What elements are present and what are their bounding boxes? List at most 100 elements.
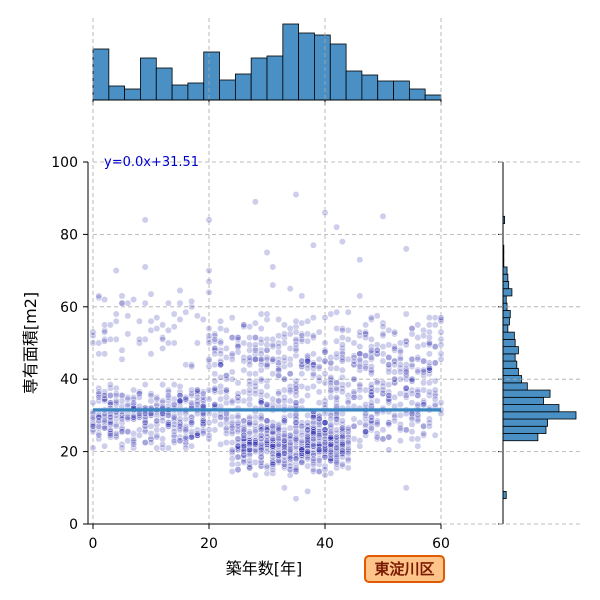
scatter-point: [257, 375, 265, 383]
scatter-point: [408, 375, 416, 383]
right-hist-bar: [502, 433, 539, 442]
scatter-point: [362, 364, 370, 372]
scatter-point: [286, 471, 294, 479]
scatter-point: [344, 399, 352, 407]
scatter-point: [199, 426, 207, 434]
scatter-point: [263, 346, 271, 354]
scatter-point: [246, 346, 254, 354]
scatter-point: [246, 381, 254, 389]
scatter-point: [164, 421, 172, 428]
scatter-point: [344, 449, 352, 457]
scatter-point: [379, 212, 387, 220]
scatter-point: [356, 442, 364, 450]
scatter-point: [396, 401, 404, 408]
top-hist-bar: [282, 23, 300, 101]
right-hist-axis: [498, 161, 504, 525]
scatter-point: [234, 348, 242, 356]
scatter-point: [304, 426, 312, 434]
scatter-point: [338, 424, 346, 432]
scatter-point: [176, 388, 184, 396]
scatter-point: [385, 354, 393, 361]
scatter-point: [321, 209, 329, 217]
scatter-point: [211, 426, 219, 434]
scatter-point: [95, 339, 103, 347]
scatter-point: [344, 355, 352, 363]
scatter-point: [292, 386, 300, 394]
scatter-point: [240, 431, 248, 439]
scatter-point: [321, 426, 329, 434]
scatter-point: [367, 370, 375, 378]
scatter-point: [240, 430, 248, 437]
scatter-point: [309, 413, 317, 421]
scatter-point: [130, 444, 138, 452]
scatter-point: [251, 419, 259, 427]
scatter-point: [292, 455, 300, 463]
scatter-point: [402, 245, 410, 253]
scatter-point: [309, 314, 317, 322]
scatter-point: [344, 424, 352, 432]
scatter-point: [396, 375, 404, 383]
scatter-point: [269, 457, 277, 465]
scatter-point: [228, 424, 236, 432]
scatter-point: [338, 354, 346, 361]
scatter-points: [89, 191, 445, 503]
scatter-point: [234, 393, 242, 401]
scatter-point: [275, 366, 283, 374]
scatter-point: [275, 388, 283, 396]
scatter-point: [240, 426, 248, 434]
y-tick-label: 0: [69, 517, 78, 533]
scatter-point: [89, 413, 97, 421]
scatter-point: [414, 355, 422, 363]
scatter-point: [292, 399, 300, 407]
scatter-point: [222, 399, 230, 407]
scatter-point: [298, 459, 306, 466]
scatter-point: [141, 263, 149, 271]
scatter-point: [425, 314, 433, 322]
scatter-point: [101, 350, 109, 358]
top-hist-bar: [408, 88, 426, 101]
scatter-point: [356, 419, 364, 427]
scatter-point: [205, 363, 213, 370]
scatter-point: [431, 321, 439, 329]
x-tick-label: 20: [200, 536, 218, 552]
scatter-point: [304, 357, 312, 365]
scatter-point: [280, 330, 288, 338]
scatter-point: [228, 446, 236, 454]
scatter-point: [269, 442, 277, 450]
scatter-point: [257, 350, 265, 358]
scatter-point: [338, 366, 346, 374]
scatter-point: [356, 363, 364, 370]
scatter-point: [130, 440, 138, 448]
scatter-point: [379, 319, 387, 327]
scatter-point: [420, 357, 428, 365]
scatter-point: [147, 439, 155, 446]
top-hist-bar: [219, 79, 236, 101]
scatter-point: [379, 343, 387, 351]
scatter-point: [176, 287, 184, 294]
scatter-point: [257, 397, 265, 405]
scatter-point: [420, 341, 428, 349]
scatter-point: [327, 440, 335, 448]
scatter-point: [431, 401, 439, 408]
scatter-point: [298, 382, 306, 390]
scatter-point: [333, 460, 341, 468]
scatter-point: [263, 316, 271, 323]
scatter-point: [350, 375, 358, 383]
scatter-point: [280, 431, 288, 439]
scatter-point: [309, 451, 317, 459]
scatter-point: [228, 448, 236, 456]
scatter-point: [292, 317, 300, 325]
scatter-point: [292, 377, 300, 385]
scatter-point: [217, 373, 225, 381]
top-hist-bar: [171, 84, 189, 101]
scatter-point: [321, 357, 329, 365]
scatter-point: [385, 381, 393, 389]
scatter-point: [338, 384, 346, 392]
scatter-point: [222, 386, 230, 394]
x-tick-label: 40: [316, 536, 334, 552]
scatter-point: [292, 382, 300, 390]
scatter-point: [193, 339, 201, 347]
scatter-point: [367, 388, 375, 396]
scatter-point: [304, 448, 312, 456]
scatter-point: [275, 364, 283, 372]
